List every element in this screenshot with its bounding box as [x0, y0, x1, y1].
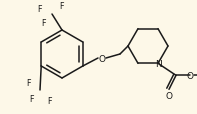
Text: F: F	[30, 95, 34, 104]
Text: O: O	[187, 71, 193, 80]
Text: N: N	[155, 59, 161, 68]
Text: O: O	[165, 91, 173, 100]
Text: F: F	[48, 96, 52, 105]
Text: F: F	[42, 18, 46, 27]
Text: F: F	[26, 79, 30, 88]
Text: F: F	[38, 5, 42, 14]
Text: O: O	[98, 54, 106, 63]
Text: F: F	[60, 1, 64, 10]
